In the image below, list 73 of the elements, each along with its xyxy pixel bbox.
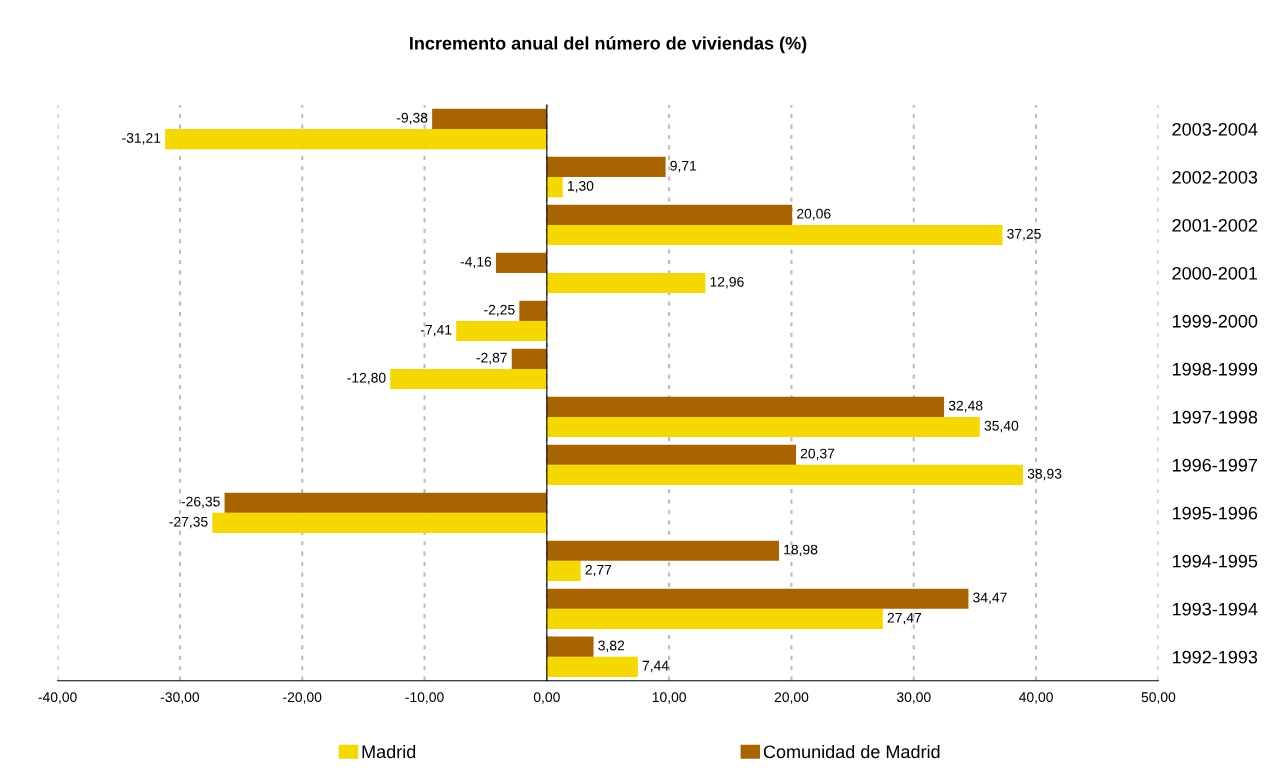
y-tick-label: 1992-1993 bbox=[1172, 650, 1258, 664]
y-tick-label: 2001-2002 bbox=[1172, 218, 1258, 232]
bar bbox=[546, 636, 594, 657]
y-tick-label: 2000-2001 bbox=[1172, 266, 1258, 280]
data-label: 9,71 bbox=[670, 160, 697, 173]
data-label: 32,48 bbox=[948, 400, 983, 413]
x-tick-label: -30,00 bbox=[160, 692, 200, 704]
bar bbox=[546, 272, 706, 294]
y-tick-label: 2003-2004 bbox=[1172, 122, 1258, 136]
x-tick-label: 20,00 bbox=[774, 692, 809, 704]
bar bbox=[390, 368, 547, 390]
bar bbox=[432, 108, 547, 130]
x-tick-label: 10,00 bbox=[652, 692, 686, 704]
data-label: 3,82 bbox=[598, 640, 625, 653]
y-tick-label: 2002-2003 bbox=[1172, 170, 1258, 184]
data-label: 34,47 bbox=[973, 592, 1007, 605]
chart-title: Incremento anual del número de viviendas (%) bbox=[410, 36, 807, 54]
data-label: 2,77 bbox=[585, 564, 612, 577]
x-tick-label: -20,00 bbox=[283, 692, 322, 704]
bar bbox=[212, 512, 547, 533]
bar bbox=[511, 348, 547, 369]
data-label: -31,21 bbox=[122, 132, 161, 145]
bar bbox=[495, 252, 547, 273]
y-tick-label: 1999-2000 bbox=[1172, 314, 1258, 328]
bar bbox=[165, 129, 547, 150]
bar bbox=[546, 608, 883, 629]
data-label: -7,41 bbox=[421, 325, 452, 337]
y-tick-label: 1996-1997 bbox=[1172, 458, 1258, 472]
data-label: 20,37 bbox=[800, 448, 835, 461]
x-tick-label: -10,00 bbox=[405, 692, 444, 704]
data-label: 35,40 bbox=[984, 420, 1019, 433]
bar bbox=[456, 320, 547, 342]
bar bbox=[546, 156, 666, 177]
legend-label: Comunidad de Madrid bbox=[763, 744, 940, 759]
data-label: -2,87 bbox=[476, 352, 507, 365]
bar bbox=[546, 588, 969, 609]
bar bbox=[546, 464, 1023, 486]
bar bbox=[546, 540, 779, 561]
y-tick-label: 1995-1996 bbox=[1172, 506, 1258, 520]
x-tick-label: 40,00 bbox=[1019, 692, 1053, 704]
bar bbox=[519, 300, 547, 321]
data-label: -12,80 bbox=[347, 372, 386, 385]
bar bbox=[546, 224, 1003, 246]
y-tick-label: 1993-1994 bbox=[1172, 602, 1258, 616]
bar bbox=[546, 396, 945, 417]
bar bbox=[546, 656, 638, 677]
data-label: 1,30 bbox=[567, 180, 594, 193]
data-label: 20,06 bbox=[797, 208, 831, 221]
data-label: 27,47 bbox=[887, 612, 922, 625]
y-tick-label: 1998-1999 bbox=[1172, 362, 1258, 376]
data-label: -4,16 bbox=[460, 256, 492, 269]
x-tick-label: 50,00 bbox=[1141, 692, 1176, 704]
bar bbox=[546, 416, 980, 438]
bar bbox=[546, 177, 563, 198]
y-tick-label: 1997-1998 bbox=[1172, 410, 1258, 424]
bar bbox=[224, 492, 547, 513]
x-tick-label: 0,00 bbox=[533, 692, 560, 704]
data-label: 7,44 bbox=[642, 660, 669, 673]
data-label: -2,25 bbox=[484, 304, 515, 317]
data-label: -27,35 bbox=[169, 516, 208, 529]
data-label: 18,98 bbox=[784, 544, 818, 557]
bar bbox=[546, 444, 796, 465]
legend-label: Madrid bbox=[362, 744, 416, 759]
data-label: 12,96 bbox=[710, 276, 744, 289]
data-label: -26,35 bbox=[181, 496, 220, 509]
data-label: -9,38 bbox=[396, 112, 428, 125]
x-tick-label: -40,00 bbox=[38, 692, 77, 704]
data-label: 37,25 bbox=[1007, 228, 1041, 241]
y-tick-label: 1994-1995 bbox=[1172, 554, 1258, 568]
bar bbox=[546, 560, 581, 581]
x-tick-label: 30,00 bbox=[896, 692, 931, 704]
bar bbox=[546, 204, 793, 225]
data-label: 38,93 bbox=[1027, 468, 1062, 481]
